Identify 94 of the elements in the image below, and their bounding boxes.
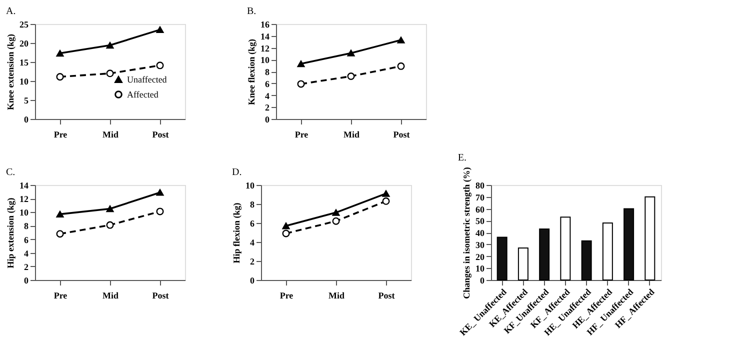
y-axis-title: Changes in isometric strength (%)	[462, 167, 472, 299]
chart-title: A.	[6, 6, 16, 17]
point	[106, 205, 114, 212]
point	[332, 217, 340, 225]
point	[156, 208, 164, 216]
y-tick-label: 8	[265, 67, 270, 77]
point	[382, 197, 390, 205]
point	[106, 42, 114, 49]
bar	[539, 228, 550, 280]
y-tick-label: 30	[476, 240, 485, 250]
x-tick-label: Mid	[102, 290, 119, 300]
y-tick-label: 5	[24, 96, 29, 106]
y-tick-label: 16	[260, 20, 270, 30]
point	[156, 62, 164, 70]
x-tick-label: Post	[152, 130, 169, 140]
y-tick-label: 25	[20, 20, 29, 30]
legend-label: Affected	[127, 90, 159, 100]
point	[56, 230, 64, 238]
point	[156, 26, 164, 34]
point	[156, 189, 164, 196]
y-tick-label: 2	[250, 256, 255, 266]
x-tick-label: Mid	[102, 130, 119, 140]
y-tick-label: 4	[265, 90, 270, 101]
x-tick-label: Pre	[54, 290, 68, 300]
x-tick-label: Mid	[328, 290, 345, 300]
point	[282, 230, 290, 238]
point	[282, 222, 290, 230]
y-tick-label: 10	[20, 208, 29, 218]
point	[397, 62, 405, 70]
y-tick-label: 14	[20, 180, 29, 190]
x-tick-label: Post	[378, 290, 395, 300]
y-tick-label: 70	[476, 192, 485, 202]
point	[347, 72, 355, 80]
y-tick-label: 10	[20, 76, 29, 86]
y-tick-label: 0	[480, 276, 485, 286]
y-axis-title: Hip flexion (kg)	[232, 202, 242, 264]
y-tick-label: 10	[476, 264, 485, 274]
bar	[644, 196, 656, 280]
y-tick-label: 4	[24, 248, 29, 258]
y-tick-label: 60	[476, 204, 485, 214]
chart-title: B.	[247, 6, 256, 17]
point	[106, 70, 114, 78]
bar	[624, 208, 634, 280]
y-tick-label: 2	[265, 102, 270, 113]
chart-title: E.	[458, 152, 467, 164]
x-tick-label: Pre	[54, 130, 68, 140]
x-tick-label: Pre	[294, 130, 308, 140]
bar	[602, 222, 613, 280]
point	[347, 50, 355, 56]
y-tick-label: 0	[24, 114, 29, 124]
y-tick-label: 6	[265, 78, 270, 89]
y-tick-label: 8	[250, 200, 255, 210]
x-tick-label: Post	[393, 130, 410, 140]
y-tick-label: 2	[24, 262, 29, 272]
point	[397, 36, 405, 44]
chart-title: D.	[232, 167, 242, 178]
legend-label: Unaffected	[127, 74, 168, 84]
y-tick-label: 4	[250, 238, 255, 248]
point	[56, 73, 64, 81]
y-tick-label: 6	[24, 234, 29, 245]
y-tick-label: 0	[24, 276, 29, 286]
y-tick-label: 20	[20, 38, 29, 48]
chart-title: C.	[6, 167, 16, 178]
y-tick-label: 10	[246, 180, 255, 190]
bar	[560, 216, 571, 280]
point	[297, 80, 305, 88]
y-tick-label: 0	[250, 276, 255, 286]
y-tick-label: 12	[20, 194, 29, 204]
y-tick-label: 40	[476, 228, 485, 238]
bar	[581, 240, 592, 280]
point	[332, 209, 340, 216]
x-tick-label: Mid	[343, 130, 360, 140]
point	[382, 190, 390, 197]
y-tick-label: 15	[20, 58, 29, 68]
x-tick-label: Pre	[280, 290, 294, 300]
point	[56, 210, 64, 218]
y-tick-label: 10	[260, 55, 270, 66]
y-tick-label: 14	[260, 31, 270, 42]
y-tick-label: 80	[476, 180, 485, 190]
y-tick-label: 20	[476, 252, 485, 262]
x-tick-label: Post	[152, 290, 169, 300]
bar	[518, 247, 528, 280]
y-tick-label: 8	[24, 221, 29, 232]
y-axis-title: Knee extension (kg)	[6, 34, 16, 110]
y-tick-label: 50	[476, 216, 485, 226]
point	[56, 50, 64, 57]
y-tick-label: 12	[260, 43, 270, 54]
y-tick-label: 6	[250, 218, 255, 228]
bar	[496, 236, 508, 280]
y-tick-label: 0	[265, 114, 270, 124]
y-axis-title: Hip extension (kg)	[6, 198, 16, 268]
y-axis-title: Knee flexion (kg)	[246, 39, 256, 105]
point	[106, 221, 114, 229]
point	[297, 60, 305, 68]
